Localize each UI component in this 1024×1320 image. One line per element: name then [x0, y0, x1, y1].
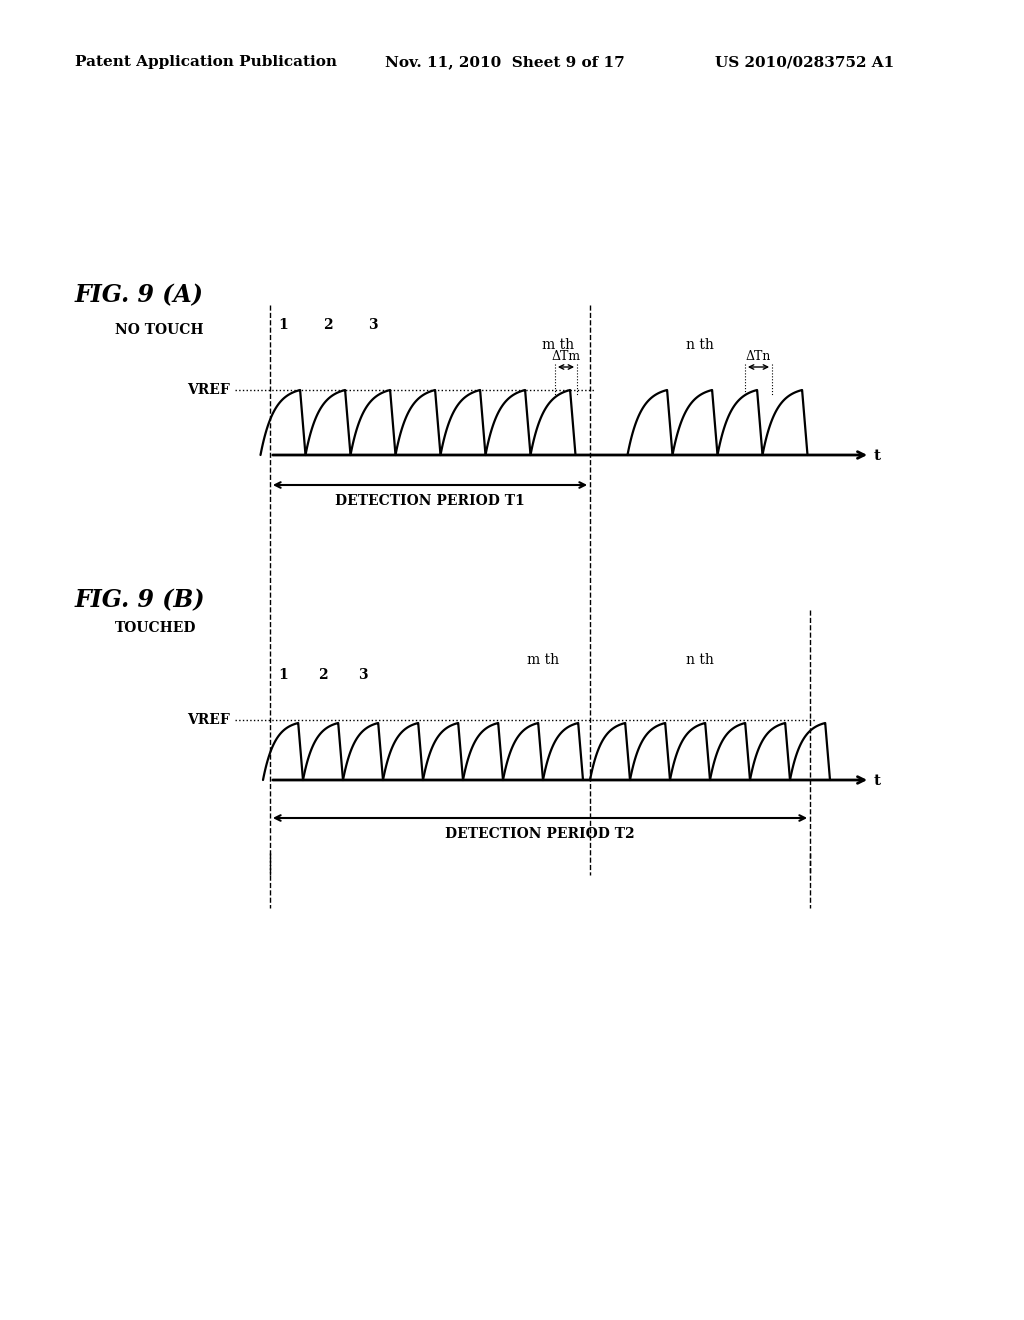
- Text: 2: 2: [318, 668, 328, 682]
- Text: 2: 2: [324, 318, 333, 333]
- Text: m th: m th: [542, 338, 574, 352]
- Text: 3: 3: [358, 668, 368, 682]
- Text: n th: n th: [686, 653, 714, 667]
- Text: 1: 1: [279, 318, 288, 333]
- Text: VREF: VREF: [187, 713, 230, 727]
- Text: TOUCHED: TOUCHED: [115, 620, 197, 635]
- Text: FIG. 9 (A): FIG. 9 (A): [75, 282, 204, 308]
- Text: DETECTION PERIOD T2: DETECTION PERIOD T2: [445, 828, 635, 841]
- Text: 1: 1: [279, 668, 288, 682]
- Text: ΔTn: ΔTn: [745, 351, 771, 363]
- Text: VREF: VREF: [187, 383, 230, 397]
- Text: US 2010/0283752 A1: US 2010/0283752 A1: [715, 55, 894, 69]
- Text: NO TOUCH: NO TOUCH: [115, 323, 204, 337]
- Text: DETECTION PERIOD T1: DETECTION PERIOD T1: [335, 494, 525, 508]
- Text: t: t: [874, 449, 881, 463]
- Text: t: t: [874, 774, 881, 788]
- Text: Patent Application Publication: Patent Application Publication: [75, 55, 337, 69]
- Text: m th: m th: [527, 653, 559, 667]
- Text: FIG. 9 (B): FIG. 9 (B): [75, 587, 206, 612]
- Text: n th: n th: [686, 338, 714, 352]
- Text: 3: 3: [369, 318, 378, 333]
- Text: ΔTm: ΔTm: [552, 351, 581, 363]
- Text: Nov. 11, 2010  Sheet 9 of 17: Nov. 11, 2010 Sheet 9 of 17: [385, 55, 625, 69]
